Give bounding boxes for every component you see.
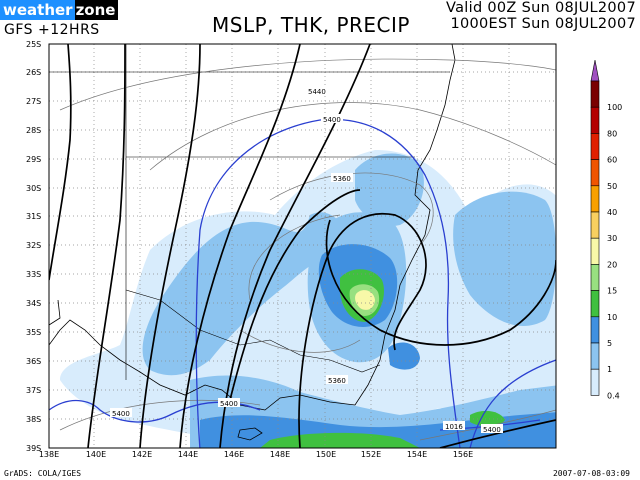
- lat-label: 29S: [26, 155, 41, 164]
- legend-level-label: 100: [607, 103, 622, 112]
- legend-swatch: [590, 342, 600, 370]
- precip-legend: 100 80 60 50 40 30 20 15 10 5 1 0.4: [590, 59, 622, 400]
- lat-label: 35S: [26, 328, 41, 337]
- precip-mid-blue-east: [388, 342, 420, 370]
- mslp-label-1016: 1016: [445, 423, 463, 431]
- map-title: MSLP, THK, PRECIP: [212, 13, 410, 37]
- mslp-isobars-thick: [49, 44, 556, 448]
- legend-swatch: [590, 80, 600, 108]
- map-area: 5400 5440 5360 5360 5400 5400 5400 1016: [49, 44, 556, 448]
- lat-label: 39S: [26, 444, 41, 453]
- thk-label-5360-south: 5360: [328, 377, 346, 385]
- lat-label: 36S: [26, 357, 41, 366]
- lat-label: 34S: [26, 299, 41, 308]
- precip-inland-blue-west: [142, 212, 350, 376]
- legend-swatch: [590, 159, 600, 187]
- coastline: [49, 44, 456, 441]
- legend-swatch: [590, 106, 600, 134]
- lon-label: 150E: [316, 450, 336, 459]
- precip-east-blue: [453, 191, 556, 326]
- legend-arrow: [590, 59, 600, 82]
- legend-level-label: 1: [607, 365, 612, 374]
- thk-label-5400-south: 5400: [220, 400, 238, 408]
- thk-label-5360-north: 5360: [333, 175, 351, 183]
- logo-zone: zone: [74, 0, 119, 20]
- lat-label: 28S: [26, 126, 41, 135]
- thk-label-5400-east: 5400: [483, 426, 501, 434]
- longitude-labels: 138E 140E 142E 144E 146E 148E 150E 152E …: [39, 450, 473, 459]
- legend-swatch: [590, 185, 600, 213]
- valid-time-utc: Valid 00Z Sun 08JUL2007: [446, 0, 636, 16]
- precip-shading: [60, 150, 556, 448]
- lon-label: 142E: [132, 450, 152, 459]
- lon-label: 140E: [86, 450, 106, 459]
- mslp-isobars-thin: [59, 58, 556, 441]
- legend-swatch: [590, 368, 600, 396]
- thk-label-5400-north: 5400: [323, 116, 341, 124]
- legend-level-label: 0.4: [607, 391, 620, 400]
- lon-label: 148E: [270, 450, 290, 459]
- grads-credit: GrADS: COLA/IGES: [4, 469, 82, 478]
- lat-label: 33S: [26, 270, 41, 279]
- map-frame: [48, 43, 557, 449]
- valid-time-local: 1000EST Sun 08JUL2007: [450, 16, 636, 32]
- lon-label: 152E: [361, 450, 381, 459]
- legend-level-label: 60: [607, 156, 617, 165]
- precip-north-blue: [355, 153, 424, 226]
- lat-label: 25S: [26, 40, 41, 49]
- lon-label: 138E: [39, 450, 59, 459]
- legend-level-label: 30: [607, 234, 617, 243]
- lat-label: 32S: [26, 241, 41, 250]
- lat-label: 30S: [26, 184, 41, 193]
- legend-level-label: 15: [607, 287, 617, 296]
- legend-level-label: 20: [607, 260, 617, 269]
- legend-swatch: [590, 316, 600, 344]
- logo-weather: weather: [0, 0, 75, 20]
- legend-level-label: 40: [607, 208, 617, 217]
- lon-label: 146E: [224, 450, 244, 459]
- model-run-label: GFS +12HRS: [4, 22, 100, 38]
- lon-label: 154E: [407, 450, 427, 459]
- thk-label-5440: 5440: [308, 88, 326, 96]
- lon-label: 144E: [178, 450, 198, 459]
- legend-swatch: [590, 211, 600, 239]
- latitude-labels: 25S 26S 27S 28S 29S 30S 31S 32S 33S 34S …: [26, 40, 41, 453]
- lat-label: 37S: [26, 386, 41, 395]
- valid-time: Valid 00Z Sun 08JUL2007 1000EST Sun 08JU…: [446, 0, 636, 32]
- thk-label-5400-west: 5400: [112, 410, 130, 418]
- legend-swatch: [590, 290, 600, 318]
- legend-level-label: 50: [607, 182, 617, 191]
- legend-level-label: 10: [607, 313, 617, 322]
- lat-label: 31S: [26, 212, 41, 221]
- plot-timestamp: 2007-07-08-03:09: [552, 469, 630, 478]
- legend-swatch: [590, 237, 600, 265]
- lat-label: 27S: [26, 97, 41, 106]
- legend-level-label: 80: [607, 129, 617, 138]
- lat-label: 26S: [26, 68, 41, 77]
- legend-swatch: [590, 264, 600, 291]
- contour-labels: 5400 5440 5360 5360 5400 5400 5400 1016: [110, 86, 503, 434]
- lat-label: 38S: [26, 415, 41, 424]
- weatherzone-logo: weather zone: [0, 0, 119, 20]
- legend-level-label: 5: [607, 339, 612, 348]
- precip-yellow: [355, 290, 375, 310]
- lon-label: 156E: [453, 450, 473, 459]
- state-borders: [49, 44, 450, 380]
- legend-swatch: [590, 133, 600, 160]
